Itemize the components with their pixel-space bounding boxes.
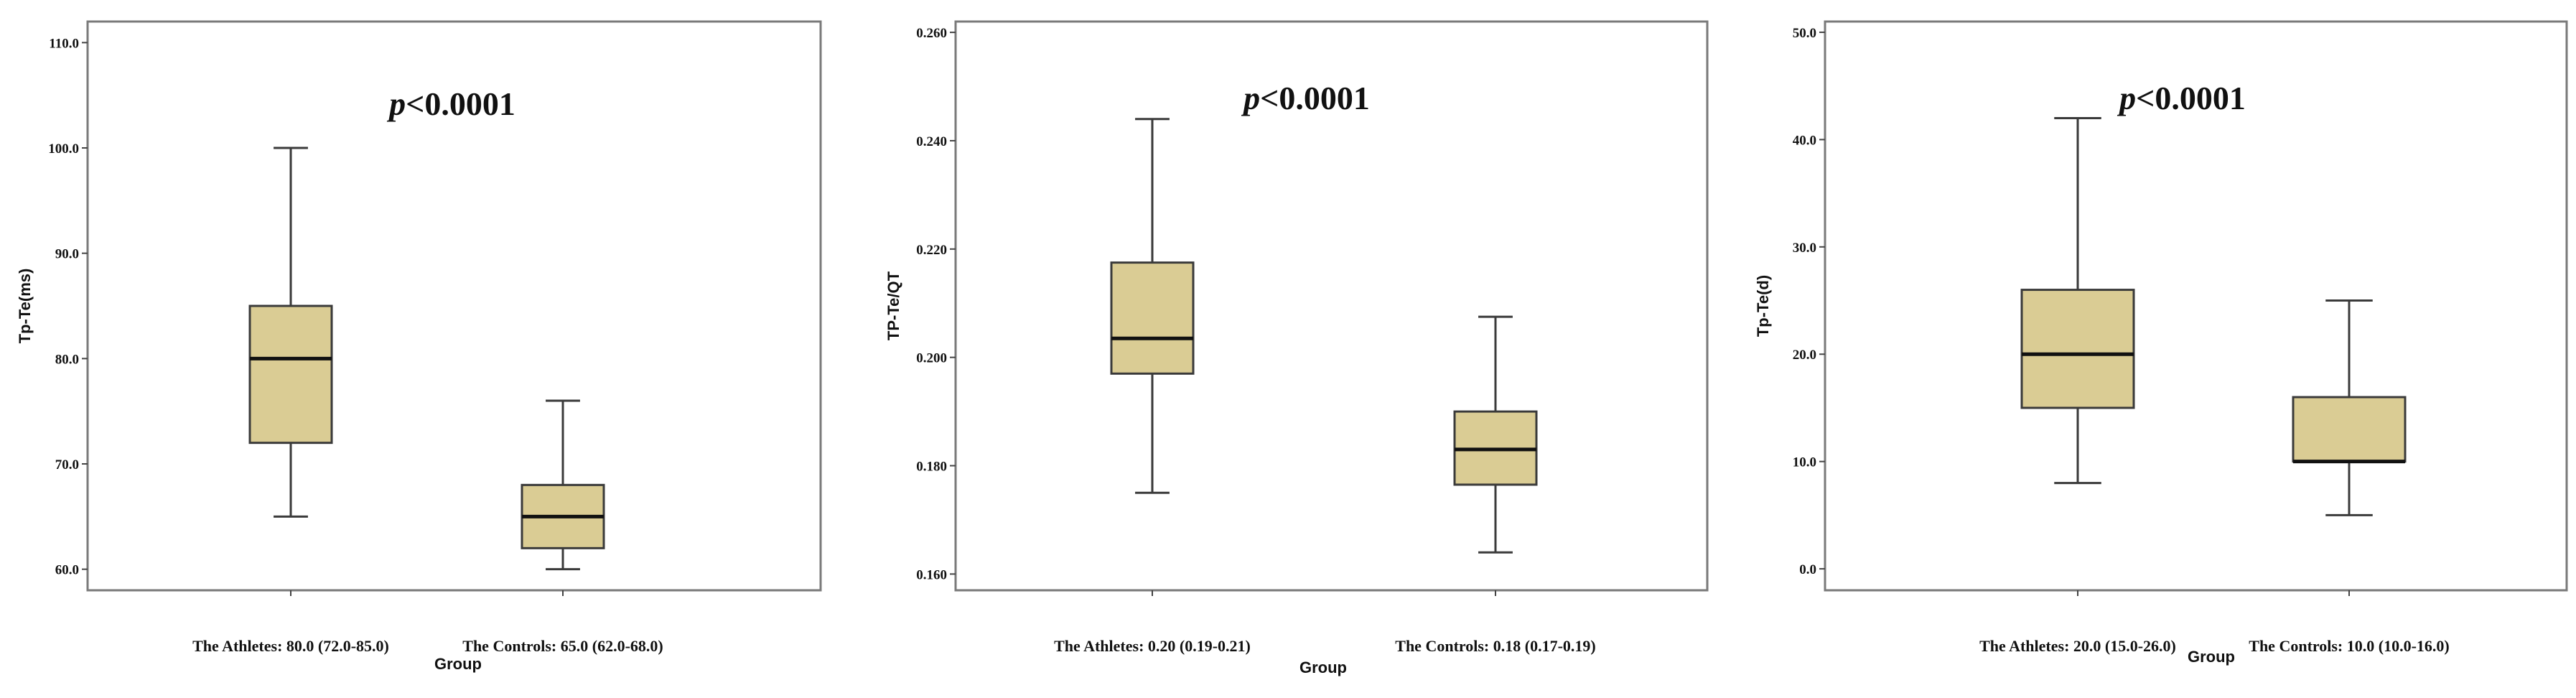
category-label: The Athletes: 80.0 (72.0-85.0): [192, 637, 389, 655]
y-tick-label: 0.160: [916, 567, 947, 582]
p-value-annotation: p<0.0001: [386, 85, 515, 122]
y-tick-label: 0.260: [916, 26, 947, 41]
y-tick-label: 100.0: [48, 141, 79, 157]
chart-panel-1: 60.0 70.0 80.0 90.0 100.0 110.0 Tp-Te(ms) p<0.0…: [16, 20, 822, 673]
p-value-annotation: p<0.0001: [1241, 80, 1370, 116]
y-tick-label: 0.200: [916, 351, 947, 366]
iqr-box: [2292, 396, 2407, 463]
box-2: The Controls: 65.0 (62.0-68.0): [462, 399, 663, 655]
y-tick-label: 0.240: [916, 134, 947, 149]
y-tick-label: 90.0: [55, 247, 79, 262]
y-tick-label: 0.0: [1799, 562, 1816, 577]
category-label: The Controls: 0.18 (0.17-0.19): [1395, 637, 1595, 655]
y-tick-label: 110.0: [49, 36, 79, 51]
y-axis-label: TP-Te/QT: [885, 271, 902, 340]
category-label: The Athletes: 20.0 (15.0-26.0): [1979, 637, 2176, 655]
y-axis-label: Tp-Te(d): [1754, 275, 1772, 337]
y-tick-label: 50.0: [1793, 26, 1816, 41]
box-2: The Controls: 10.0 (10.0-16.0): [2249, 299, 2450, 655]
iqr-box: [248, 304, 333, 445]
category-label: The Controls: 10.0 (10.0-16.0): [2249, 637, 2449, 655]
y-tick-label: 40.0: [1793, 133, 1816, 148]
y-tick-label: 60.0: [55, 563, 79, 578]
y-axis-label: Tp-Te(ms): [16, 269, 34, 344]
x-axis-label: Group: [434, 655, 482, 673]
x-axis-label: Group: [1299, 659, 1347, 676]
plot-frame: [86, 20, 822, 592]
y-tick-label: 20.0: [1793, 348, 1816, 363]
box-1: The Athletes: 20.0 (15.0-26.0): [1979, 116, 2176, 655]
y-tick-label: 70.0: [55, 457, 79, 473]
category-label: The Controls: 65.0 (62.0-68.0): [462, 637, 663, 655]
y-tick-label: 30.0: [1793, 241, 1816, 256]
x-axis-label: Group: [2188, 648, 2235, 666]
y-tick-label: 0.220: [916, 243, 947, 258]
plot-frame: [954, 20, 1709, 592]
iqr-box: [1110, 261, 1195, 375]
box-1: The Athletes: 0.20 (0.19-0.21): [1054, 118, 1251, 655]
y-tick-label: 10.0: [1793, 455, 1816, 470]
chart-panel-3: 0.0 10.0 20.0 30.0 40.0 50.0 Tp-Te(d) p<0.0001 T…: [1754, 20, 2568, 666]
y-tick-label: 80.0: [55, 352, 79, 367]
y-tick-label: 0.180: [916, 460, 947, 475]
chart-panel-2: 0.160 0.180 0.200 0.220 0.240 0.260 TP-Te/QT p<…: [885, 20, 1709, 676]
plot-frame: [1824, 20, 2568, 592]
box-2: The Controls: 0.18 (0.17-0.19): [1395, 315, 1596, 655]
p-value-annotation: p<0.0001: [2117, 80, 2246, 116]
box-1: The Athletes: 80.0 (72.0-85.0): [192, 146, 389, 655]
iqr-box: [2020, 289, 2135, 409]
category-label: The Athletes: 0.20 (0.19-0.21): [1054, 637, 1251, 655]
